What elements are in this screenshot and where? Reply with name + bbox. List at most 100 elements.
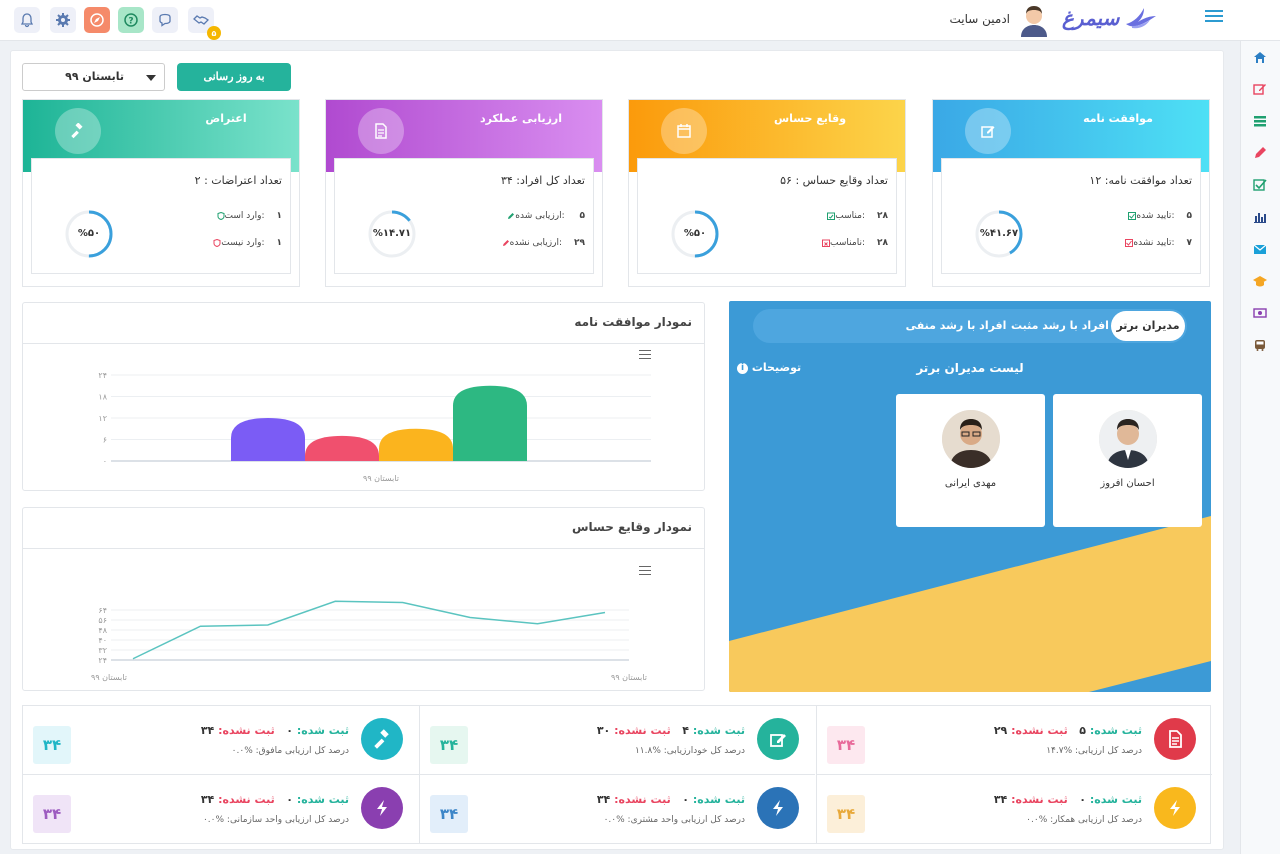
stat-counts: ثبت شده: ۰ ثبت نشده: ۳۴ <box>994 793 1142 806</box>
help-icon[interactable]: ? <box>118 7 144 33</box>
card-objection[interactable]: اعتراض تعداد اعتراضات : ۲ وارد است: ۱ وار… <box>22 99 300 287</box>
series-line[interactable] <box>132 600 606 660</box>
card-row-value: ۷ <box>1186 238 1193 248</box>
undone-count: ۳۴ <box>200 724 215 737</box>
chart-menu-icon[interactable] <box>639 566 651 576</box>
pencil-icon <box>508 212 515 219</box>
undone-count: ۲۹ <box>993 724 1008 737</box>
calendar-check-icon <box>827 212 836 220</box>
stat-cell[interactable]: ثبت شده: ۰ ثبت نشده: ۳۴ درصد کل ارزیابی و… <box>23 775 419 844</box>
stat-cell[interactable]: ثبت شده: ۰ ثبت نشده: ۳۴ درصد کل ارزیابی م… <box>23 706 419 775</box>
table-list-icon[interactable] <box>1252 113 1268 129</box>
bus-icon[interactable] <box>1252 337 1268 353</box>
update-button[interactable]: به روز رسانی <box>177 63 291 91</box>
shield-icon <box>217 211 224 220</box>
stat-counts: ثبت شده: ۰ ثبت نشده: ۳۴ <box>201 724 349 737</box>
card-row-label: وارد نیست: <box>221 238 265 248</box>
check-square-icon <box>1128 211 1137 220</box>
y-tick-label: ۱۸ <box>98 393 107 402</box>
pencil-icon <box>502 239 509 246</box>
stat-counts: ثبت شده: ۴ ثبت نشده: ۳۰ <box>597 724 745 737</box>
tab-top-managers[interactable]: مدیران برتر <box>1111 311 1185 341</box>
bar[interactable] <box>305 435 379 461</box>
y-tick-label: ۱۲ <box>98 414 107 423</box>
graduation-cap-icon[interactable] <box>1252 273 1268 289</box>
y-tick-label: ۴۰ <box>98 636 107 645</box>
brand-logo[interactable]: سیمرغ <box>1062 4 1157 34</box>
card-row-label: نامناسب: <box>830 238 865 248</box>
bar[interactable] <box>231 418 305 461</box>
notification-bell-icon[interactable] <box>14 7 40 33</box>
manager-card[interactable]: مهدی ایرانی <box>896 394 1045 527</box>
admin-avatar[interactable] <box>1017 3 1051 37</box>
envelope-icon[interactable] <box>1252 241 1268 257</box>
progress-donut <box>975 210 1023 258</box>
manager-card[interactable]: احسان افروز <box>1053 394 1202 527</box>
undone-label: ثبت نشده: <box>1011 724 1068 737</box>
money-icon[interactable] <box>1252 305 1268 321</box>
description-link[interactable]: i توضیحات <box>737 361 801 374</box>
compass-icon[interactable] <box>84 7 110 33</box>
done-label: ثبت شده: <box>692 793 745 806</box>
progress-donut <box>368 210 416 258</box>
y-tick-label: ۳۲ <box>98 646 107 655</box>
done-count: ۰ <box>286 793 293 806</box>
done-count: ۰ <box>1079 793 1086 806</box>
stat-subtitle: درصد کل خودارزیابی: %۱۱.۸ <box>634 746 745 756</box>
undone-count: ۳۴ <box>200 793 215 806</box>
bar[interactable] <box>453 385 527 461</box>
bar[interactable] <box>379 428 453 461</box>
file-text-icon <box>358 108 404 154</box>
pencil-icon[interactable] <box>1252 145 1268 161</box>
donut-progress-arc <box>368 210 416 258</box>
evaluation-stats: ثبت شده: ۵ ثبت نشده: ۲۹ درصد کل ارزیابی: … <box>22 705 1212 844</box>
admin-name[interactable]: ادمین سایت <box>949 12 1010 26</box>
card-row-accepted: وارد است: ۱ <box>215 211 282 221</box>
list-title: لیست مدیران برتر <box>916 361 1024 375</box>
done-label: ثبت شده: <box>296 793 349 806</box>
manager-name: احسان افروز <box>1100 478 1155 489</box>
manager-name: مهدی ایرانی <box>944 478 997 489</box>
tab-negative-growth[interactable]: افراد با رشد منفی <box>905 319 1007 332</box>
stat-total-box: ۳۴ <box>33 726 71 764</box>
x-tick-label: تابستان ۹۹ <box>363 474 399 483</box>
done-count: ۰ <box>682 793 689 806</box>
card-row-approved: تایید شده: ۵ <box>1126 211 1192 221</box>
stat-total-box: ۳۴ <box>430 795 468 833</box>
card-performance[interactable]: ارزیابی عملکرد تعداد کل افراد: ۳۴ ارزیاب… <box>325 99 603 287</box>
shield-icon <box>213 238 221 247</box>
tab-positive-growth[interactable]: افراد با رشد مثبت <box>1011 319 1109 332</box>
notification-badge: ۵ <box>207 26 221 40</box>
undone-count: ۳۴ <box>596 793 611 806</box>
menu-toggle-icon[interactable] <box>1205 10 1223 26</box>
stat-cell[interactable]: ثبت شده: ۰ ثبت نشده: ۳۴ درصد کل ارزیابی و… <box>419 775 815 844</box>
chat-bubble-icon[interactable] <box>152 7 178 33</box>
events-chart-panel: نمودار وقایع حساس ۲۴ ۳۲ ۴۰ ۴۸ ۵۶ ۶۴ تابستان ۹۹… <box>22 507 705 691</box>
home-icon[interactable] <box>1252 49 1268 65</box>
card-row-rejected: تایید نشده: ۷ <box>1123 238 1192 248</box>
bar-chart-icon[interactable] <box>1252 209 1268 225</box>
card-row-suitable: مناسب: ۲۸ <box>825 211 888 221</box>
card-row-value: ۱ <box>276 238 283 248</box>
stat-cell[interactable]: ثبت شده: ۰ ثبت نشده: ۳۴ درصد کل ارزیابی ه… <box>816 775 1212 844</box>
card-total: تعداد وقایع حساس : ۵۶ <box>780 174 888 187</box>
stat-cell[interactable]: ثبت شده: ۴ ثبت نشده: ۳۰ درصد کل خودارزیاب… <box>419 706 815 775</box>
settings-gear-icon[interactable] <box>50 7 76 33</box>
done-label: ثبت شده: <box>1089 793 1142 806</box>
check-square-icon[interactable] <box>1252 177 1268 193</box>
progress-donut <box>671 210 719 258</box>
donut-percent: %۵۰ <box>683 228 707 239</box>
stat-total-box: ۳۴ <box>827 795 865 833</box>
x-tick-label: تابستان ۹۹ <box>611 673 647 682</box>
stat-counts: ثبت شده: ۵ ثبت نشده: ۲۹ <box>994 724 1142 737</box>
stat-cell[interactable]: ثبت شده: ۵ ثبت نشده: ۲۹ درصد کل ارزیابی: … <box>816 706 1212 775</box>
edit-square-icon[interactable] <box>1252 81 1268 97</box>
period-select[interactable]: تابستان ۹۹ <box>22 63 165 91</box>
chart-menu-icon[interactable] <box>639 350 651 360</box>
card-sensitive-events[interactable]: وقایع حساس تعداد وقایع حساس : ۵۶ مناسب: ۲… <box>628 99 906 287</box>
undone-label: ثبت نشده: <box>614 724 671 737</box>
card-agreement[interactable]: موافقت نامه تعداد موافقت نامه: ۱۲ تایید … <box>932 99 1210 287</box>
stat-subtitle: درصد کل ارزیابی واحد سازمانی: %۰.۰ <box>202 815 349 825</box>
card-total: تعداد موافقت نامه: ۱۲ <box>1089 174 1192 187</box>
